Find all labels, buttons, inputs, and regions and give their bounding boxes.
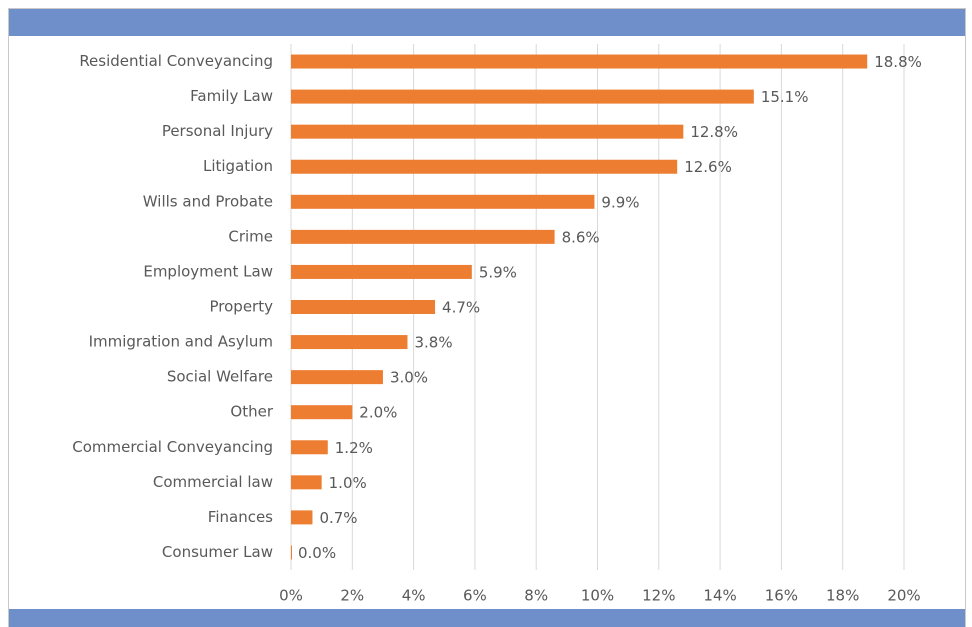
y-tick-label: Property (210, 298, 274, 316)
bar (291, 89, 754, 104)
x-tick-label: 4% (402, 587, 426, 605)
x-tick-label: 20% (887, 587, 920, 605)
data-label: 2.0% (359, 404, 397, 422)
y-tick-label: Commercial law (153, 473, 273, 491)
x-tick-label: 10% (581, 587, 614, 605)
data-label: 3.8% (414, 334, 452, 352)
data-label: 0.7% (319, 509, 357, 527)
bar (291, 229, 555, 244)
bar (291, 194, 595, 209)
y-tick-label: Social Welfare (167, 368, 273, 386)
bar (291, 124, 684, 139)
bar (291, 440, 328, 455)
data-label: 3.0% (390, 369, 428, 387)
y-tick-label: Finances (208, 508, 273, 526)
data-label: 5.9% (479, 263, 517, 281)
data-label: 1.0% (329, 474, 367, 492)
y-tick-label: Other (230, 403, 273, 421)
data-label: 0.0% (298, 544, 336, 562)
bar (291, 475, 322, 490)
frame (8, 8, 966, 627)
y-tick-label: Commercial Conveyancing (72, 438, 273, 456)
bar (291, 405, 353, 420)
y-tick-label: Litigation (203, 157, 273, 175)
y-tick-label: Crime (228, 227, 273, 245)
x-tick-label: 8% (524, 587, 548, 605)
y-tick-label: Personal Injury (162, 122, 273, 140)
bar (291, 54, 868, 69)
data-label: 1.2% (335, 439, 373, 457)
bar (291, 510, 313, 525)
data-label: 12.6% (684, 158, 732, 176)
x-tick-label: 16% (765, 587, 798, 605)
bar (291, 370, 383, 385)
x-tick-label: 0% (279, 587, 303, 605)
data-label: 12.8% (690, 123, 738, 141)
y-tick-label: Wills and Probate (143, 192, 273, 210)
y-tick-label: Immigration and Asylum (89, 333, 273, 351)
data-label: 8.6% (562, 228, 600, 246)
data-label: 18.8% (874, 53, 922, 71)
x-tick-label: 6% (463, 587, 487, 605)
y-tick-label: Employment Law (143, 262, 273, 280)
x-tick-label: 14% (703, 587, 736, 605)
bar (291, 159, 678, 174)
x-tick-label: 2% (340, 587, 364, 605)
bar (291, 300, 436, 314)
bar (291, 545, 292, 560)
data-label: 9.9% (601, 193, 639, 211)
data-label: 15.1% (761, 88, 809, 106)
y-tick-label: Consumer Law (162, 543, 273, 561)
x-tick-label: 12% (642, 587, 675, 605)
data-label: 4.7% (442, 299, 480, 317)
y-tick-label: Residential Conveyancing (79, 52, 273, 70)
bottom-band (9, 609, 965, 627)
bar (291, 335, 408, 350)
y-tick-label: Family Law (190, 87, 273, 105)
x-tick-label: 18% (826, 587, 859, 605)
top-band (9, 9, 965, 36)
bar (291, 264, 472, 279)
